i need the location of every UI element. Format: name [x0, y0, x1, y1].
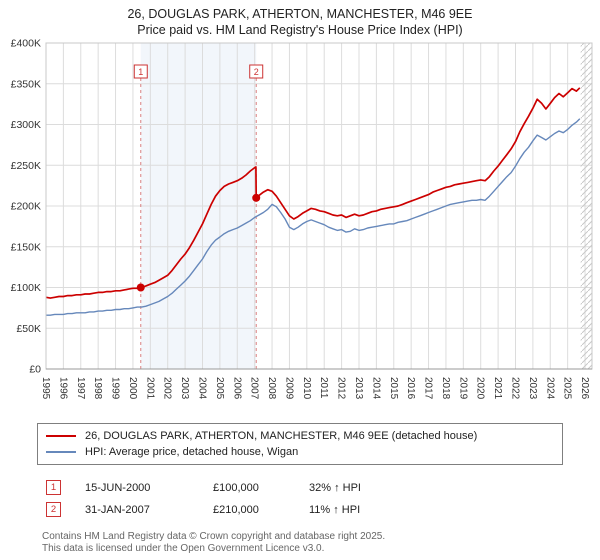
svg-text:£250K: £250K: [11, 159, 41, 171]
svg-text:£350K: £350K: [11, 78, 41, 90]
svg-text:2021: 2021: [492, 377, 503, 400]
sale-marker-box: [249, 64, 264, 78]
series-line-0: [45, 86, 581, 299]
svg-text:2025: 2025: [562, 377, 573, 400]
sale-point-dot: [136, 283, 145, 291]
svg-text:1999: 1999: [110, 377, 121, 400]
svg-text:2013: 2013: [353, 377, 364, 400]
svg-text:1: 1: [138, 67, 143, 77]
svg-text:1995: 1995: [40, 377, 51, 400]
future-hatch-region: [580, 42, 592, 369]
svg-text:2022: 2022: [509, 377, 520, 400]
svg-text:1996: 1996: [57, 377, 68, 400]
legend-item-property[interactable]: 26, DOUGLAS PARK, ATHERTON, MANCHESTER, …: [46, 428, 554, 444]
svg-text:1998: 1998: [92, 377, 103, 400]
sale-point-dot: [252, 193, 261, 202]
svg-text:£150K: £150K: [11, 241, 41, 253]
svg-text:2024: 2024: [544, 377, 555, 400]
chart-header: 26, DOUGLAS PARK, ATHERTON, MANCHESTER, …: [0, 0, 600, 39]
svg-text:2004: 2004: [196, 377, 207, 400]
price-chart-svg: 1 2 £0 £50K £100K £150K £200K £250K £300K £350K £4…: [11, 39, 593, 400]
transaction-row-1: 1 15-JUN-2000 £100,000 32% ↑ HPI: [46, 477, 600, 499]
svg-text:2016: 2016: [405, 377, 416, 400]
transaction-hpi-delta: 11% ↑ HPI: [309, 503, 361, 516]
svg-text:2015: 2015: [388, 377, 399, 400]
svg-text:£100K: £100K: [11, 282, 41, 294]
svg-text:2001: 2001: [144, 377, 155, 400]
sale-marker-box: [133, 64, 148, 78]
svg-text:2020: 2020: [475, 377, 486, 400]
transaction-price: £210,000: [213, 503, 259, 516]
blue-line-sample-icon: [46, 450, 76, 453]
transaction-price: £100,000: [213, 481, 259, 494]
svg-text:2003: 2003: [179, 377, 190, 400]
svg-text:2023: 2023: [527, 377, 538, 400]
footer-line-2: This data is licensed under the Open Gov…: [42, 543, 325, 554]
svg-text:2017: 2017: [423, 377, 434, 400]
svg-text:2: 2: [254, 67, 259, 77]
svg-text:2008: 2008: [266, 377, 277, 400]
legend-item-hpi[interactable]: HPI: Average price, detached house, Wiga…: [46, 444, 554, 460]
legend: 26, DOUGLAS PARK, ATHERTON, MANCHESTER, …: [37, 422, 563, 465]
transaction-date: 15-JUN-2000: [85, 481, 151, 494]
legend-label-property: 26, DOUGLAS PARK, ATHERTON, MANCHESTER, …: [85, 429, 478, 442]
svg-text:£50K: £50K: [16, 322, 41, 334]
svg-text:2010: 2010: [301, 377, 312, 400]
svg-text:2006: 2006: [231, 377, 242, 400]
page-subtitle: Price paid vs. HM Land Registry's House …: [137, 23, 463, 38]
svg-text:£300K: £300K: [11, 119, 41, 131]
svg-text:£400K: £400K: [11, 39, 41, 50]
red-line-sample-icon: [46, 434, 76, 437]
svg-text:1997: 1997: [75, 377, 86, 400]
marker-1-badge: 1: [46, 480, 61, 495]
transaction-hpi-delta: 32% ↑ HPI: [309, 481, 361, 494]
svg-text:2002: 2002: [162, 377, 173, 400]
page-title: 26, DOUGLAS PARK, ATHERTON, MANCHESTER, …: [127, 7, 473, 21]
footer-line-1: Contains HM Land Registry data © Crown c…: [42, 530, 386, 542]
gridlines: [45, 42, 592, 369]
svg-text:£0: £0: [29, 363, 41, 375]
legend-label-hpi: HPI: Average price, detached house, Wiga…: [85, 445, 299, 458]
copyright-footer: Contains HM Land Registry data © Crown c…: [42, 531, 600, 556]
transaction-row-2: 2 31-JAN-2007 £210,000 11% ↑ HPI: [46, 499, 600, 521]
svg-text:£200K: £200K: [11, 200, 41, 212]
marker-2-badge: 2: [46, 502, 61, 517]
svg-text:2000: 2000: [127, 377, 138, 400]
svg-text:2019: 2019: [457, 377, 468, 400]
svg-text:2012: 2012: [336, 377, 347, 400]
transaction-date: 31-JAN-2007: [85, 503, 150, 516]
svg-text:2007: 2007: [249, 377, 260, 400]
svg-text:2018: 2018: [440, 377, 451, 400]
svg-text:2011: 2011: [318, 377, 329, 399]
svg-text:2026: 2026: [579, 377, 590, 400]
svg-text:2005: 2005: [214, 377, 225, 400]
svg-text:2009: 2009: [283, 377, 294, 400]
svg-text:2014: 2014: [370, 377, 381, 400]
series-line-1: [46, 117, 581, 316]
transactions: 1 15-JUN-2000 £100,000 32% ↑ HPI 2 31-JA…: [46, 477, 600, 521]
